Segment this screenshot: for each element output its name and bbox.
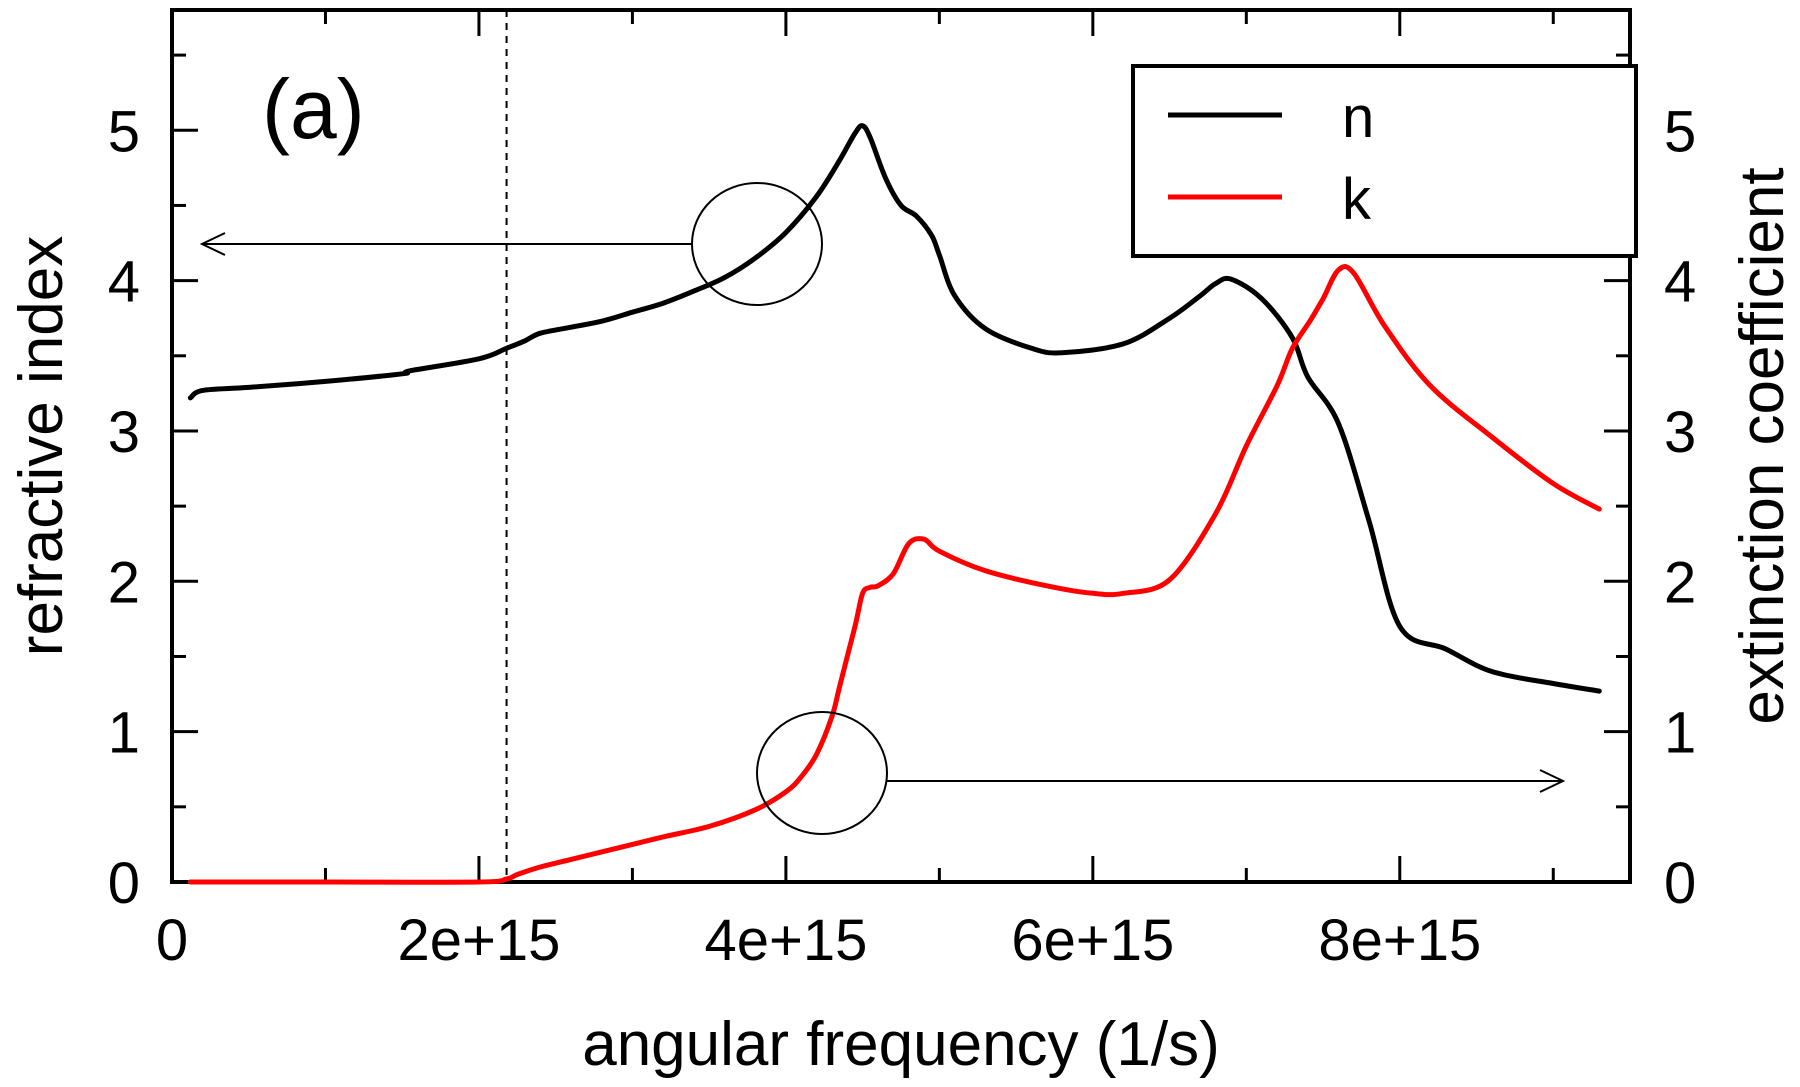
series-line-n [187, 123, 1602, 694]
y-tick-label: 3 [108, 400, 140, 465]
plot-frame [170, 8, 1632, 884]
y-tick-label: 4 [108, 250, 140, 315]
panel-label: (a) [262, 62, 365, 156]
annotation-arrowhead-k [1539, 769, 1566, 793]
y-axis-title: refractive index [7, 236, 76, 656]
annotations [199, 182, 1566, 835]
y2-tick-label: 5 [1664, 99, 1696, 164]
x-tick-label: 6e+15 [1011, 908, 1174, 973]
y-tick-label: 1 [108, 701, 140, 766]
annotation-circle-k [756, 711, 888, 835]
y2-tick-label: 2 [1664, 550, 1696, 615]
y-tick-label: 2 [108, 550, 140, 615]
x-tick-label: 4e+15 [704, 908, 867, 973]
x-tick-label: 2e+15 [397, 908, 560, 973]
series-line-k [187, 264, 1602, 885]
y2-axis-title: extinction coefficient [1728, 167, 1797, 724]
series-layer [187, 123, 1602, 885]
x-tick-label: 0 [156, 908, 188, 973]
legend-label-n: n [1342, 85, 1374, 150]
y-tick-label: 0 [108, 851, 140, 916]
y2-tick-label: 3 [1664, 400, 1696, 465]
tick-labels: 0 2e+15 4e+15 6e+15 8e+15 0 1 2 3 4 5 0 1 2 3 4 5 [108, 99, 1697, 973]
y2-tick-label: 1 [1664, 701, 1696, 766]
y2-tick-label: 0 [1664, 851, 1696, 916]
legend-box [1131, 64, 1638, 258]
x-tick-label: 8e+15 [1318, 908, 1481, 973]
y2-tick-label: 4 [1664, 250, 1696, 315]
y-tick-label: 5 [108, 99, 140, 164]
x-axis-title: angular frequency (1/s) [582, 1010, 1220, 1079]
legend: n k [1131, 64, 1638, 258]
annotation-arrowhead-n [199, 232, 226, 256]
annotation-circle-n [691, 182, 823, 306]
legend-label-k: k [1342, 167, 1372, 232]
